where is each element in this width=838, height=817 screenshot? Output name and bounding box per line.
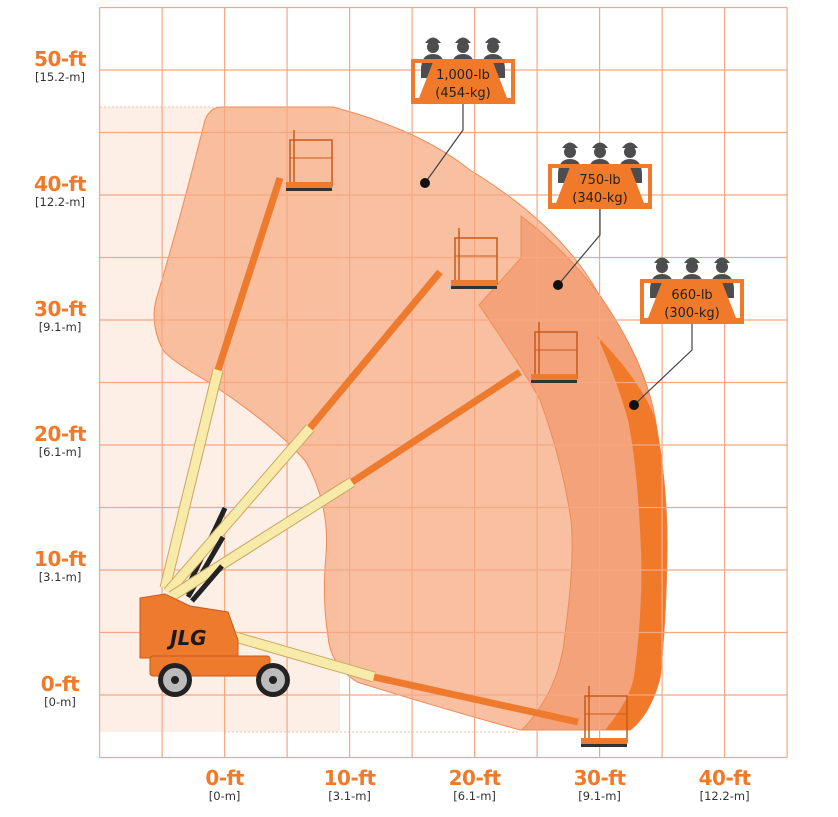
x-axis-label: 40-ft [12.2-m] bbox=[680, 767, 770, 803]
wheel-rear bbox=[256, 663, 290, 697]
basket-label-box bbox=[640, 282, 744, 324]
leader-line bbox=[633, 323, 693, 406]
zone-marker-dot bbox=[553, 280, 563, 290]
capacity-kg: (300-kg) bbox=[664, 306, 719, 321]
y-label-ft: 20-ft bbox=[34, 422, 86, 446]
y-label-m: [3.1-m] bbox=[38, 570, 82, 584]
y-label-ft: 30-ft bbox=[34, 297, 86, 321]
platform-basket bbox=[286, 130, 333, 191]
x-axis-label: 0-ft [0-m] bbox=[180, 767, 270, 803]
y-label-m: [0-m] bbox=[44, 695, 76, 709]
capacity-callouts: 1,000-lb (454-kg) 750-lb (340-kg) 660-lb (300… bbox=[411, 37, 744, 410]
leader-line bbox=[557, 208, 601, 286]
y-axis-label: 50-ft [15.2-m] bbox=[18, 48, 102, 84]
x-label-m: [9.1-m] bbox=[578, 789, 621, 803]
y-label-ft: 50-ft bbox=[34, 47, 86, 71]
x-label-ft: 0-ft bbox=[205, 766, 244, 790]
boom-fly-section bbox=[307, 269, 443, 431]
boom-fly-section bbox=[214, 176, 284, 372]
x-axis-label: 10-ft [3.1-m] bbox=[305, 767, 395, 803]
y-axis-label: 30-ft [9.1-m] bbox=[18, 298, 102, 334]
y-label-m: [6.1-m] bbox=[38, 445, 82, 459]
x-label-ft: 20-ft bbox=[448, 766, 501, 790]
x-axis-label: 30-ft [9.1-m] bbox=[555, 767, 645, 803]
y-label-ft: 0-ft bbox=[40, 672, 80, 696]
capacity-kg: (340-kg) bbox=[572, 191, 627, 206]
x-label-m: [12.2-m] bbox=[699, 789, 750, 803]
railing bbox=[640, 279, 744, 283]
y-label-m: [12.2-m] bbox=[35, 195, 85, 209]
booms bbox=[159, 130, 628, 747]
capacity-lb: 1,000-lb bbox=[436, 68, 490, 83]
boom-base-section bbox=[230, 631, 376, 682]
machine-chassis: JLG bbox=[139, 593, 290, 697]
envelope-660lb bbox=[597, 336, 668, 730]
zone-marker-dot bbox=[629, 400, 639, 410]
wheel-front bbox=[158, 663, 192, 697]
boom-base-section bbox=[160, 368, 223, 590]
y-label-ft: 10-ft bbox=[34, 547, 86, 571]
boom-base-section bbox=[164, 425, 314, 595]
platform-basket bbox=[451, 228, 498, 289]
railing bbox=[411, 59, 515, 63]
y-label-m: [9.1-m] bbox=[38, 320, 82, 334]
boom-base-section bbox=[169, 478, 355, 600]
railing bbox=[548, 164, 652, 168]
x-label-m: [6.1-m] bbox=[453, 789, 496, 803]
basket-label-box bbox=[411, 62, 515, 104]
y-label-m: [15.2-m] bbox=[35, 70, 85, 84]
boom-fly-section bbox=[373, 673, 579, 726]
x-label-m: [3.1-m] bbox=[328, 789, 371, 803]
y-axis-label: 0-ft [0-m] bbox=[18, 673, 102, 709]
zone-marker-dot bbox=[420, 178, 430, 188]
jlg-logo: JLG bbox=[166, 626, 207, 650]
lift-cylinder bbox=[190, 564, 224, 603]
y-axis-label: 40-ft [12.2-m] bbox=[18, 173, 102, 209]
y-axis-label: 10-ft [3.1-m] bbox=[18, 548, 102, 584]
platform-basket bbox=[581, 686, 628, 747]
capacity-lb: 660-lb bbox=[671, 288, 712, 303]
leader-line bbox=[424, 103, 464, 184]
x-label-ft: 10-ft bbox=[323, 766, 376, 790]
x-label-ft: 30-ft bbox=[573, 766, 626, 790]
x-axis-label: 20-ft [6.1-m] bbox=[430, 767, 520, 803]
basket-label-box bbox=[548, 167, 652, 209]
boom-fly-section bbox=[350, 369, 522, 485]
platform-basket bbox=[531, 322, 578, 383]
capacity-callout: 660-lb (300-kg) bbox=[629, 257, 744, 410]
capacity-kg: (454-kg) bbox=[435, 86, 490, 101]
capacity-callout: 1,000-lb (454-kg) bbox=[411, 37, 515, 188]
y-axis-label: 20-ft [6.1-m] bbox=[18, 423, 102, 459]
y-label-ft: 40-ft bbox=[34, 172, 86, 196]
capacity-callout: 750-lb (340-kg) bbox=[548, 142, 652, 290]
x-label-ft: 40-ft bbox=[698, 766, 751, 790]
x-label-m: [0-m] bbox=[208, 789, 241, 803]
capacity-lb: 750-lb bbox=[579, 173, 620, 188]
